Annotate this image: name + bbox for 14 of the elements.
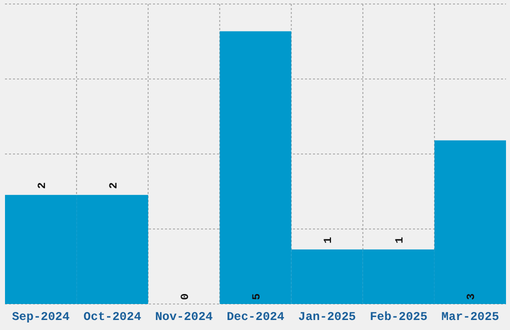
x-tick-label: Dec-2024: [226, 310, 284, 324]
x-tick-label: Sep-2024: [12, 310, 70, 324]
x-tick-label: Oct-2024: [84, 310, 142, 324]
data-label: 1: [323, 236, 336, 244]
data-label: 0: [180, 293, 192, 300]
x-tick-label: Feb-2025: [370, 310, 428, 324]
data-label: 5: [252, 293, 264, 300]
x-tick-label: Nov-2024: [155, 310, 213, 324]
x-tick-label: Jan-2025: [298, 310, 356, 324]
data-label: 2: [36, 182, 49, 189]
data-label: 2: [108, 182, 120, 189]
data-label: 1: [394, 236, 407, 244]
x-tick-label: Mar-2025: [441, 310, 500, 324]
data-label: 3: [466, 293, 478, 300]
